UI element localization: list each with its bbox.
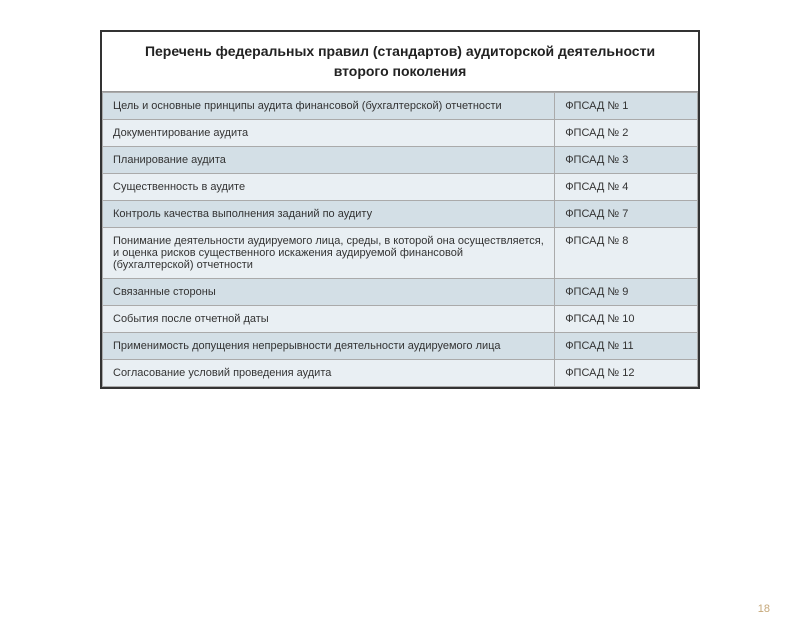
desc-cell: Документирование аудита [103,120,555,147]
table-row: Цель и основные принципы аудита финансов… [103,93,698,120]
desc-cell: Связанные стороны [103,279,555,306]
code-cell: ФПСАД № 1 [555,93,698,120]
desc-cell: Существенность в аудите [103,174,555,201]
desc-cell: Понимание деятельности аудируемого лица,… [103,228,555,279]
table-body: Цель и основные принципы аудита финансов… [103,93,698,387]
table-row: Контроль качества выполнения заданий по … [103,201,698,228]
table-row: Документирование аудита ФПСАД № 2 [103,120,698,147]
desc-cell: События после отчетной даты [103,306,555,333]
standards-table: Цель и основные принципы аудита финансов… [102,92,698,387]
desc-cell: Цель и основные принципы аудита финансов… [103,93,555,120]
code-cell: ФПСАД № 4 [555,174,698,201]
code-cell: ФПСАД № 7 [555,201,698,228]
desc-cell: Планирование аудита [103,147,555,174]
page-number: 18 [758,603,770,615]
desc-cell: Контроль качества выполнения заданий по … [103,201,555,228]
table-row: Понимание деятельности аудируемого лица,… [103,228,698,279]
code-cell: ФПСАД № 2 [555,120,698,147]
code-cell: ФПСАД № 12 [555,360,698,387]
desc-cell: Применимость допущения непрерывности дея… [103,333,555,360]
code-cell: ФПСАД № 8 [555,228,698,279]
desc-cell: Согласование условий проведения аудита [103,360,555,387]
title-section: Перечень федеральных правил (стандартов)… [102,32,698,92]
code-cell: ФПСАД № 3 [555,147,698,174]
table-row: События после отчетной даты ФПСАД № 10 [103,306,698,333]
document-frame: Перечень федеральных правил (стандартов)… [100,30,700,389]
table-row: Согласование условий проведения аудита Ф… [103,360,698,387]
table-row: Существенность в аудите ФПСАД № 4 [103,174,698,201]
code-cell: ФПСАД № 10 [555,306,698,333]
table-row: Планирование аудита ФПСАД № 3 [103,147,698,174]
code-cell: ФПСАД № 11 [555,333,698,360]
table-row: Связанные стороны ФПСАД № 9 [103,279,698,306]
code-cell: ФПСАД № 9 [555,279,698,306]
table-row: Применимость допущения непрерывности дея… [103,333,698,360]
page-title: Перечень федеральных правил (стандартов)… [122,42,678,81]
